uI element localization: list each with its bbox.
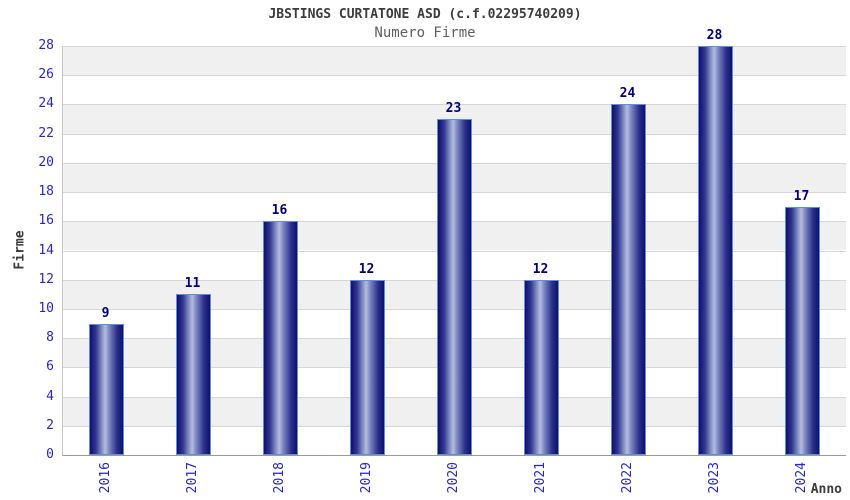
x-tick-label: 2018 <box>271 462 287 494</box>
x-tick-label: 2016 <box>97 462 113 494</box>
y-tick-label: 20 <box>38 154 54 170</box>
x-tick-label: 2023 <box>706 462 722 494</box>
gridline <box>63 104 846 106</box>
plot-area <box>62 46 846 456</box>
bar-value-label: 17 <box>793 188 810 204</box>
bar-value-label: 9 <box>101 305 110 321</box>
gridline <box>63 46 846 47</box>
y-tick-label: 14 <box>38 242 54 258</box>
x-tick-label: 2022 <box>619 462 635 494</box>
bar-2021 <box>524 279 559 455</box>
x-tick-label: 2024 <box>793 462 809 494</box>
y-tick-label: 28 <box>38 38 54 53</box>
bar-value-label: 24 <box>619 86 636 102</box>
x-tick-label: 2019 <box>358 462 374 494</box>
bar-value-label: 12 <box>358 261 375 277</box>
y-tick-label: 16 <box>38 213 54 229</box>
y-tick-label: 0 <box>46 447 54 462</box>
y-tick-label: 22 <box>38 125 54 141</box>
bar-2020 <box>437 119 472 455</box>
bar-2023 <box>698 46 733 455</box>
y-tick-label: 2 <box>46 417 54 433</box>
bar-2024 <box>785 206 820 455</box>
y-tick-label: 18 <box>38 184 54 200</box>
bar-2017 <box>176 294 211 455</box>
bar-2019 <box>350 279 385 455</box>
y-tick-label: 26 <box>38 67 54 83</box>
chart-title: JBSTINGS CURTATONE ASD (c.f.02295740209) <box>268 7 582 22</box>
bar-value-label: 28 <box>706 28 723 43</box>
x-tick-label: 2017 <box>184 462 200 494</box>
y-tick-label: 10 <box>38 300 54 316</box>
x-tick-label: 2021 <box>532 462 548 494</box>
x-axis-title: Anno <box>810 482 842 497</box>
y-tick-label: 8 <box>46 330 54 346</box>
bar-2016 <box>89 323 124 455</box>
bar-2018 <box>263 221 298 455</box>
bar-value-label: 11 <box>184 276 201 292</box>
y-tick-label: 6 <box>46 359 54 375</box>
gridline <box>63 75 846 77</box>
bar-value-label: 23 <box>445 101 462 117</box>
bar-value-label: 12 <box>532 261 549 277</box>
y-tick-label: 24 <box>38 96 54 112</box>
y-tick-label: 4 <box>46 388 54 404</box>
bar-2022 <box>611 104 646 455</box>
chart-subtitle: Numero Firme <box>374 25 476 41</box>
x-tick-label: 2020 <box>445 462 461 494</box>
bar-value-label: 16 <box>271 203 288 219</box>
y-tick-label: 12 <box>38 271 54 287</box>
